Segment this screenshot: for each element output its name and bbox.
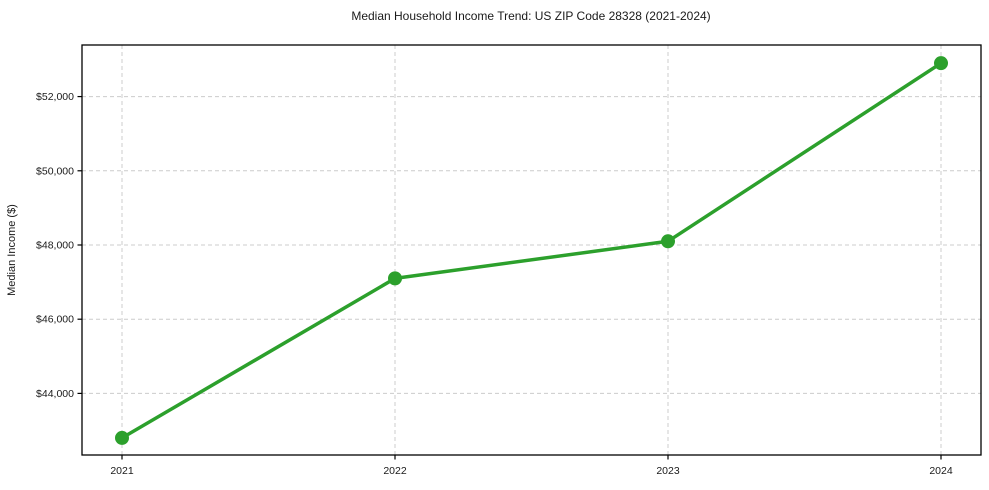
y-tick-label: $50,000 [36,165,74,177]
trend-line [120,61,943,440]
y-tick-label: $44,000 [36,388,74,400]
data-point [388,271,402,286]
data-point [661,234,675,249]
y-tick-label: $46,000 [36,314,74,326]
plot-border [81,44,982,456]
x-tick-label: 2021 [110,465,134,477]
y-tick-label: $52,000 [36,91,74,103]
y-axis-label: Median Income ($) [6,204,18,296]
data-point [934,56,948,71]
x-tick-label: 2022 [383,465,407,477]
plot-area: $44,000 $46,000 $48,000 $50,000 $52,000 2021 2… [36,44,982,477]
data-point [115,430,129,445]
y-tick-label: $48,000 [36,239,74,251]
x-tick-label: 2024 [929,465,953,477]
x-tick-label: 2023 [656,465,680,477]
chart-title: Median Household Income Trend: US ZIP Co… [351,9,710,23]
